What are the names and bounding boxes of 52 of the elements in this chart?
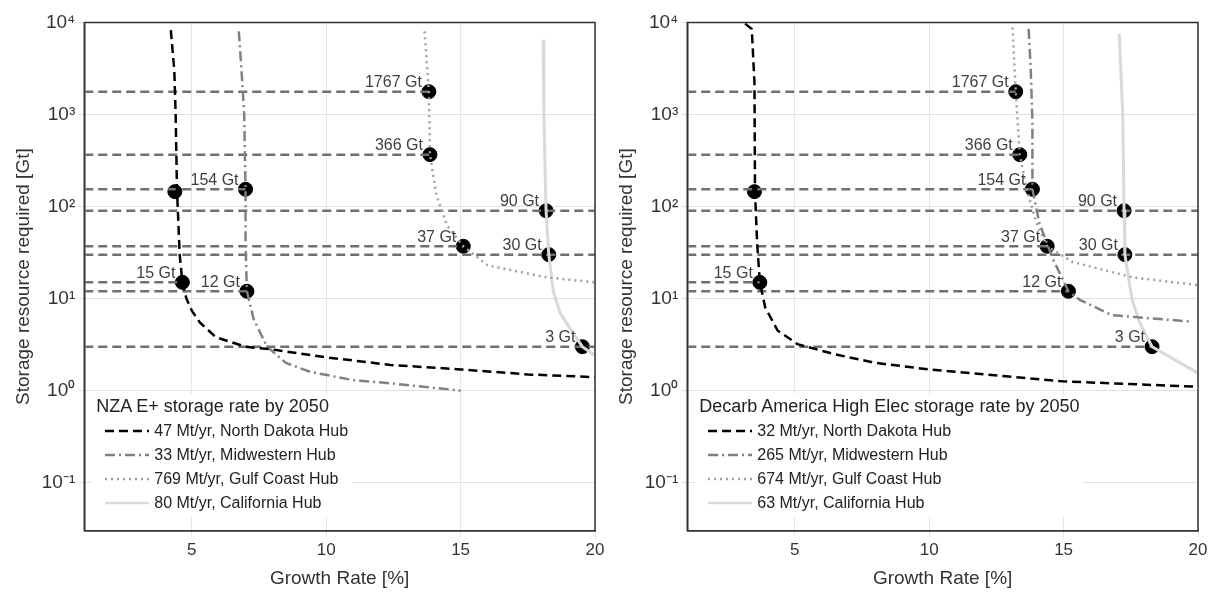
y-axis-title: Storage resource required [Gt] [11, 148, 33, 405]
legend-label: 80 Mt/yr, California Hub [154, 493, 322, 512]
legend-title: NZA E+ storage rate by 2050 [96, 395, 330, 417]
annotation: 366 Gt [964, 136, 1014, 154]
y-axis-title: Storage resource required [Gt] [614, 148, 636, 405]
annotation: 3 Gt [545, 328, 576, 346]
annotation: 154 Gt [977, 170, 1026, 188]
legend-label: 63 Mt/yr, California Hub [757, 493, 925, 512]
annotation: 15 Gt [136, 263, 176, 281]
x-tick-label: 20 [585, 539, 605, 559]
x-tick-label: 5 [187, 539, 197, 559]
annotation: 90 Gt [499, 192, 540, 210]
annotation: 154 Gt [190, 170, 240, 188]
legend-label: 769 Mt/yr, Gulf Coast Hub [154, 469, 339, 488]
annotation: 1767 Gt [951, 73, 1010, 91]
legend-label: 33 Mt/yr, Midwestern Hub [154, 445, 336, 464]
legend-label: 265 Mt/yr, Midwestern Hub [757, 445, 948, 464]
y-tick-label: 10⁴ [648, 10, 679, 32]
y-tick-label: 10² [47, 194, 76, 216]
x-axis-title: Growth Rate [%] [269, 566, 410, 588]
y-tick-label: 10⁻¹ [41, 470, 76, 492]
legend-title: Decarb America High Elec storage rate by 2050 [699, 395, 1080, 417]
annotation: 90 Gt [1077, 192, 1118, 210]
annotation: 30 Gt [1078, 236, 1119, 254]
legend-label: 674 Mt/yr, Gulf Coast Hub [757, 469, 942, 488]
y-tick-label: 10⁰ [650, 378, 679, 400]
annotation: 366 Gt [374, 136, 424, 154]
y-tick-label: 10⁻¹ [644, 470, 679, 492]
legend-label: 47 Mt/yr, North Dakota Hub [154, 421, 349, 440]
annotation: 37 Gt [1001, 227, 1041, 245]
annotation: 12 Gt [200, 272, 241, 290]
x-tick-label: 5 [790, 539, 800, 559]
x-axis-title: Growth Rate [%] [872, 566, 1013, 588]
y-tick-label: 10³ [650, 102, 679, 124]
legend-label: 32 Mt/yr, North Dakota Hub [757, 421, 952, 440]
y-tick-label: 10³ [47, 102, 76, 124]
y-tick-label: 10⁴ [45, 10, 76, 32]
x-tick-label: 20 [1188, 539, 1208, 559]
annotation: 15 Gt [713, 263, 754, 281]
annotation: 30 Gt [502, 236, 543, 254]
annotation: 12 Gt [1022, 272, 1062, 290]
y-tick-label: 10¹ [47, 286, 76, 308]
annotation: 3 Gt [1114, 328, 1146, 346]
x-tick-label: 10 [919, 539, 939, 559]
x-tick-label: 10 [316, 539, 336, 559]
y-tick-label: 10² [650, 194, 679, 216]
y-tick-label: 10⁰ [47, 378, 76, 400]
y-tick-label: 10¹ [650, 286, 679, 308]
annotation: 1767 Gt [364, 73, 423, 91]
x-tick-label: 15 [1054, 539, 1074, 559]
annotation: 37 Gt [417, 227, 457, 245]
x-tick-label: 15 [451, 539, 471, 559]
